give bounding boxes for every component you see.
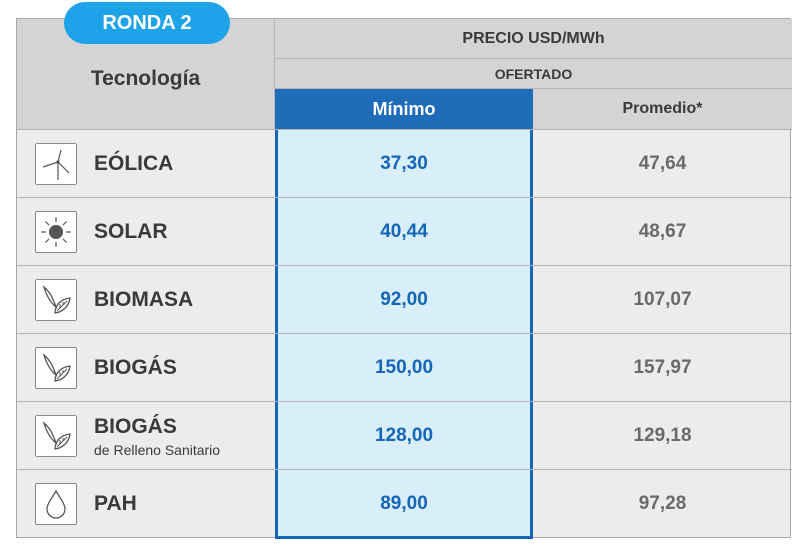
table-row: BIOGÁS 150,00 157,97 xyxy=(17,333,792,401)
technology-cell: BIOGÁS xyxy=(17,334,275,402)
minimum-value: 40,44 xyxy=(380,221,428,242)
technology-name: EÓLICA xyxy=(94,152,174,175)
average-value: 107,07 xyxy=(633,289,692,310)
average-value: 157,97 xyxy=(633,357,692,378)
average-value: 129,18 xyxy=(633,425,692,446)
minimum-header: Mínimo xyxy=(275,89,533,129)
table-row: BIOMASA 92,00 107,07 xyxy=(17,265,792,333)
wind-turbine-icon xyxy=(35,143,77,185)
technology-cell: BIOMASA xyxy=(17,266,275,334)
technology-subtitle: de Relleno Sanitario xyxy=(94,441,221,458)
price-header: PRECIO USD/MWh xyxy=(275,19,792,59)
average-value: 97,28 xyxy=(638,493,687,514)
leaf-icon xyxy=(35,415,77,457)
technology-name: BIOGÁS xyxy=(94,356,177,379)
minimum-value: 92,00 xyxy=(380,289,428,310)
offered-header: OFERTADO xyxy=(275,59,792,89)
technology-name: PAH xyxy=(94,492,137,515)
technology-cell: BIOGÁS de Relleno Sanitario xyxy=(17,402,275,470)
technology-cell: PAH xyxy=(17,470,275,538)
leaf-icon xyxy=(35,347,77,389)
average-value: 48,67 xyxy=(638,221,687,242)
table-row: SOLAR 40,44 48,67 xyxy=(17,197,792,265)
sun-icon xyxy=(35,211,77,253)
technology-name: BIOMASA xyxy=(94,288,194,311)
minimum-value: 128,00 xyxy=(374,425,434,446)
minimum-column-highlight xyxy=(275,89,533,539)
technology-cell: EÓLICA xyxy=(17,130,275,198)
technology-cell: SOLAR xyxy=(17,198,275,266)
minimum-value: 150,00 xyxy=(374,357,434,378)
leaf-icon xyxy=(35,279,77,321)
table-row: PAH 89,00 97,28 xyxy=(17,469,792,537)
water-drop-icon xyxy=(35,483,77,525)
table-row: EÓLICA 37,30 47,64 xyxy=(17,129,792,197)
average-header: Promedio* xyxy=(533,89,792,129)
minimum-value: 37,30 xyxy=(380,153,428,174)
round-badge: RONDA 2 xyxy=(64,2,230,44)
price-table: Tecnología PRECIO USD/MWh OFERTADO Mínim… xyxy=(16,18,792,539)
minimum-value: 89,00 xyxy=(380,493,428,514)
table-row: BIOGÁS de Relleno Sanitario 128,00 129,1… xyxy=(17,401,792,469)
technology-name: BIOGÁS xyxy=(94,414,177,438)
technology-name: SOLAR xyxy=(94,220,168,243)
average-value: 47,64 xyxy=(638,153,687,174)
